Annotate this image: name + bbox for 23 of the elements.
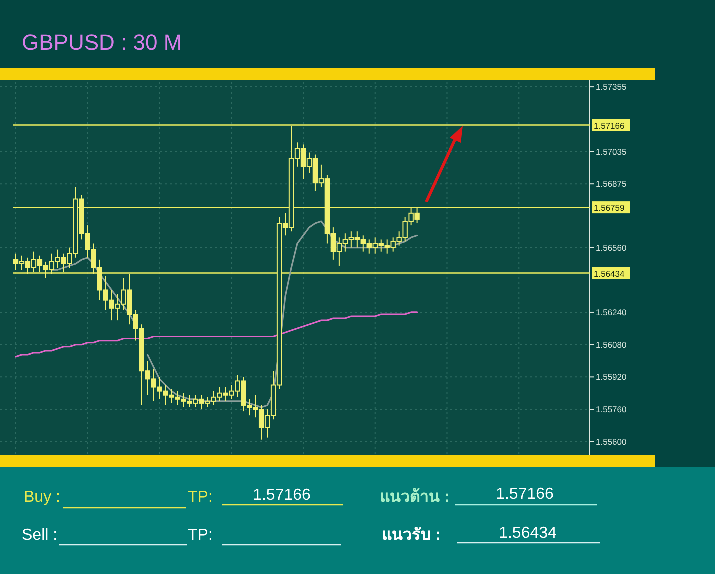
y-tick-label: 1.57035 bbox=[596, 146, 627, 157]
chart-title: GBPUSD : 30 M bbox=[22, 30, 182, 55]
ref-line-label: 1.57166 bbox=[594, 120, 625, 131]
y-tick-label: 1.55920 bbox=[596, 372, 627, 382]
y-tick-label: 1.56875 bbox=[596, 179, 627, 190]
text: แนวต้าน : bbox=[380, 488, 450, 506]
line-series bbox=[15, 312, 418, 358]
text: Buy : bbox=[24, 489, 60, 506]
text: 1.57166 bbox=[496, 486, 554, 503]
y-tick-label: 1.56080 bbox=[596, 340, 627, 350]
text: แนวรับ : bbox=[382, 526, 441, 544]
y-tick-label: 1.55600 bbox=[596, 436, 627, 447]
ref-line-label: 1.56759 bbox=[594, 203, 625, 214]
text: TP: bbox=[188, 527, 213, 544]
ref-line-label: 1.56434 bbox=[594, 268, 625, 279]
text: 1.56434 bbox=[499, 525, 558, 542]
y-tick-label: 1.57355 bbox=[596, 82, 627, 92]
text: Sell : bbox=[22, 527, 58, 544]
y-tick-label: 1.56560 bbox=[596, 242, 627, 253]
text: 1.57166 bbox=[253, 487, 312, 504]
text: TP: bbox=[188, 489, 213, 506]
y-tick-label: 1.55760 bbox=[596, 404, 627, 415]
y-tick-label: 1.56240 bbox=[596, 307, 627, 318]
